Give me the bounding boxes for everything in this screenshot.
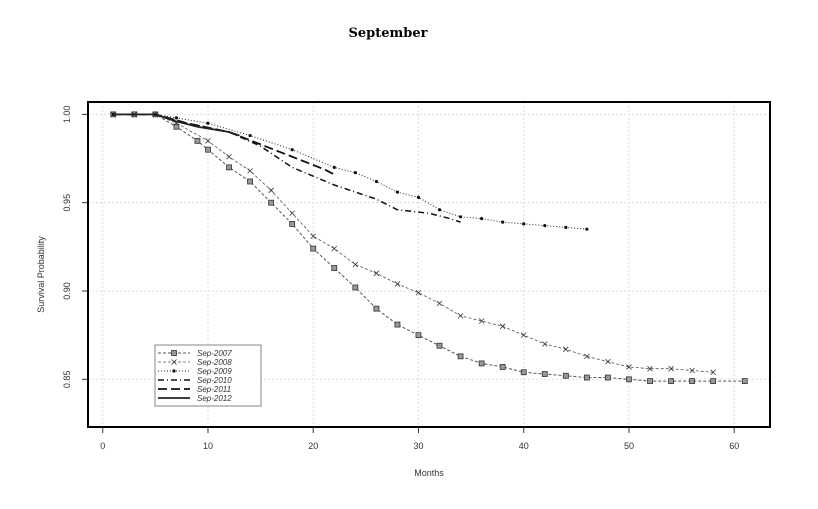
data-point bbox=[289, 210, 295, 217]
data-point bbox=[647, 378, 653, 384]
data-point bbox=[416, 195, 421, 199]
data-point bbox=[331, 245, 338, 252]
data-point bbox=[415, 289, 422, 296]
legend-label: Sep-2007 bbox=[197, 349, 232, 358]
data-point bbox=[248, 133, 252, 138]
data-point bbox=[478, 360, 485, 367]
data-point bbox=[332, 165, 336, 169]
data-point bbox=[689, 378, 696, 384]
data-point bbox=[373, 305, 380, 312]
data-point bbox=[541, 341, 548, 347]
data-point bbox=[310, 245, 317, 252]
data-point bbox=[206, 121, 210, 125]
data-point bbox=[268, 199, 275, 206]
data-point bbox=[541, 371, 548, 377]
data-point bbox=[499, 323, 506, 330]
data-point bbox=[436, 300, 443, 307]
data-point bbox=[174, 116, 179, 120]
y-tick-label: 1.00 bbox=[62, 106, 72, 124]
y-axis-label: Survival Probability bbox=[36, 236, 46, 313]
x-tick-label: 40 bbox=[519, 441, 529, 451]
data-point bbox=[689, 367, 695, 374]
data-point bbox=[247, 168, 253, 174]
data-point bbox=[394, 281, 401, 287]
series-line-sep-2012 bbox=[113, 113, 240, 137]
data-point bbox=[583, 374, 590, 381]
x-tick-label: 0 bbox=[100, 441, 105, 451]
data-point bbox=[353, 171, 357, 175]
data-point bbox=[668, 365, 674, 372]
legend-marker bbox=[171, 350, 177, 356]
legend-label: Sep-2009 bbox=[197, 367, 232, 376]
data-point bbox=[741, 378, 748, 384]
data-point bbox=[226, 153, 232, 160]
data-point bbox=[626, 376, 632, 383]
data-point bbox=[436, 342, 443, 349]
data-point bbox=[522, 222, 526, 226]
data-point bbox=[226, 164, 232, 171]
data-point bbox=[395, 190, 400, 194]
data-point bbox=[501, 220, 505, 224]
x-tick-label: 20 bbox=[308, 441, 318, 451]
series-line-sep-2008 bbox=[113, 113, 714, 373]
x-tick-label: 50 bbox=[624, 441, 634, 451]
data-point bbox=[437, 208, 442, 212]
y-tick-label: 0.90 bbox=[62, 282, 72, 300]
legend-label: Sep-2010 bbox=[197, 376, 232, 385]
data-point bbox=[520, 332, 527, 338]
legend-label: Sep-2012 bbox=[197, 394, 232, 403]
chart-title: September bbox=[348, 26, 428, 41]
data-point bbox=[457, 353, 464, 360]
data-point bbox=[394, 321, 401, 328]
plot-frame bbox=[87, 101, 771, 428]
data-point bbox=[647, 365, 653, 372]
x-axis-label: Months bbox=[414, 468, 444, 478]
x-tick-label: 10 bbox=[203, 441, 213, 451]
data-point bbox=[374, 179, 378, 184]
data-point bbox=[352, 261, 359, 268]
data-point bbox=[247, 178, 253, 185]
data-point bbox=[310, 233, 317, 240]
data-point bbox=[668, 378, 674, 384]
data-point bbox=[290, 148, 294, 152]
data-point bbox=[289, 220, 296, 227]
data-point bbox=[480, 216, 484, 221]
data-point bbox=[194, 137, 201, 144]
x-tick-label: 30 bbox=[413, 441, 423, 451]
data-point bbox=[520, 369, 527, 376]
data-point bbox=[457, 312, 464, 319]
x-tick-label: 60 bbox=[729, 441, 739, 451]
data-point bbox=[605, 374, 611, 381]
data-point bbox=[562, 372, 569, 379]
data-point bbox=[499, 364, 506, 370]
y-tick-label: 0.95 bbox=[62, 194, 72, 212]
data-point bbox=[173, 123, 180, 130]
legend-marker bbox=[171, 359, 177, 365]
data-point bbox=[584, 353, 590, 360]
data-point bbox=[352, 284, 359, 291]
data-point bbox=[543, 224, 547, 228]
data-point bbox=[478, 318, 485, 324]
legend-label: Sep-2011 bbox=[197, 385, 231, 394]
data-point bbox=[626, 364, 632, 370]
data-point bbox=[563, 346, 569, 353]
data-point bbox=[605, 358, 611, 365]
data-point bbox=[710, 369, 716, 376]
legend-marker bbox=[172, 369, 176, 373]
data-point bbox=[331, 265, 338, 271]
data-point bbox=[268, 187, 274, 194]
data-point bbox=[205, 138, 211, 144]
data-point bbox=[205, 146, 211, 153]
data-point bbox=[415, 332, 422, 339]
y-tick-label: 0.85 bbox=[62, 371, 72, 389]
legend-label: Sep-2008 bbox=[197, 358, 232, 367]
data-point bbox=[564, 225, 568, 230]
data-point bbox=[373, 270, 380, 277]
data-point bbox=[710, 378, 717, 384]
data-point bbox=[585, 227, 589, 231]
series-line-sep-2010 bbox=[113, 113, 461, 223]
data-point bbox=[458, 215, 463, 219]
series-line-sep-2011 bbox=[113, 113, 335, 176]
